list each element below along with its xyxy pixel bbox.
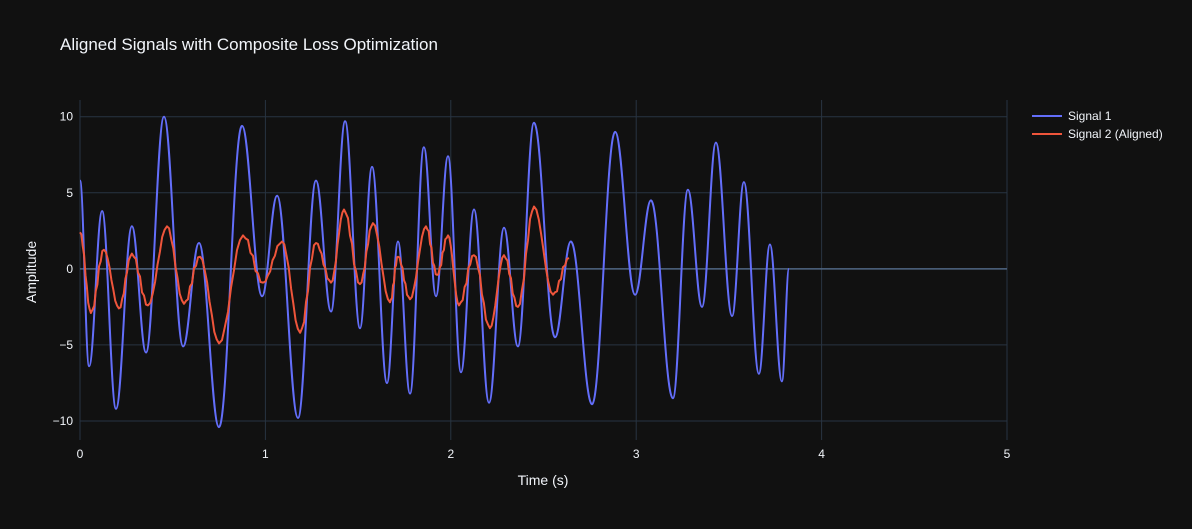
y-tick-label: −5 <box>59 338 73 352</box>
y-tick-label: 10 <box>60 110 74 124</box>
tick-labels: 0 1 2 3 4 5 −10 −5 0 5 10 <box>53 110 1011 461</box>
plot-area <box>79 115 790 429</box>
x-tick-label: 0 <box>77 447 84 461</box>
x-axis-title: Time (s) <box>518 472 569 488</box>
x-tick-label: 1 <box>262 447 269 461</box>
y-tick-label: 5 <box>66 186 73 200</box>
x-tick-label: 5 <box>1004 447 1011 461</box>
y-tick-label: −10 <box>53 414 74 428</box>
chart-title: Aligned Signals with Composite Loss Opti… <box>60 35 438 54</box>
x-tick-label: 2 <box>447 447 454 461</box>
legend-item-1[interactable]: Signal 1 <box>1032 109 1112 123</box>
y-axis-title: Amplitude <box>23 241 39 303</box>
legend[interactable]: Signal 1 Signal 2 (Aligned) <box>1032 109 1163 141</box>
grid <box>79 100 1008 440</box>
legend-label: Signal 1 <box>1068 109 1112 123</box>
legend-item-2[interactable]: Signal 2 (Aligned) <box>1032 127 1163 141</box>
y-tick-label: 0 <box>66 262 73 276</box>
series-line-2 <box>79 205 570 345</box>
legend-label: Signal 2 (Aligned) <box>1068 127 1163 141</box>
x-tick-label: 4 <box>818 447 825 461</box>
x-tick-label: 3 <box>633 447 640 461</box>
